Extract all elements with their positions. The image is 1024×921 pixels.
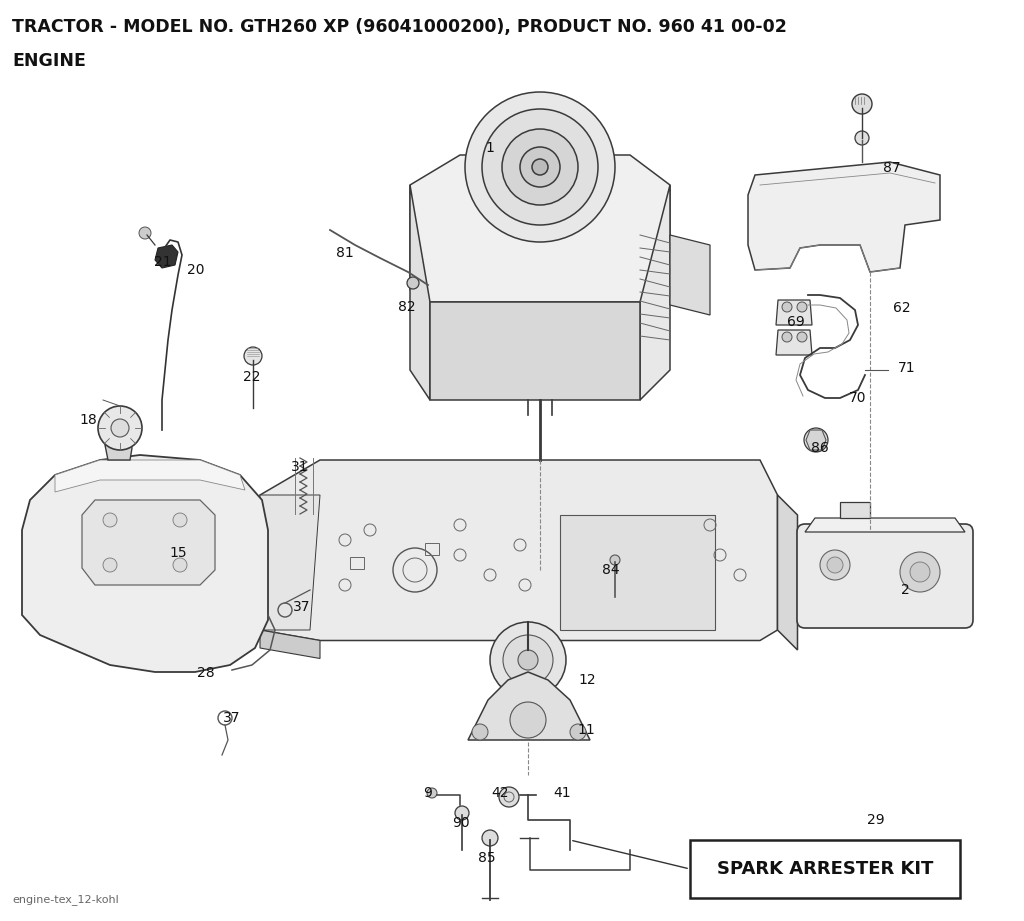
Text: ENGINE: ENGINE (12, 52, 86, 70)
Polygon shape (260, 460, 777, 640)
Circle shape (782, 332, 792, 342)
Circle shape (502, 129, 578, 205)
Circle shape (827, 557, 843, 573)
Polygon shape (640, 185, 670, 400)
Text: 86: 86 (811, 441, 828, 455)
Text: 37: 37 (223, 711, 241, 725)
Circle shape (427, 788, 437, 798)
Circle shape (490, 622, 566, 698)
Text: 9: 9 (424, 786, 432, 800)
Text: TRACTOR - MODEL NO. GTH260 XP (96041000200), PRODUCT NO. 960 41 00-02: TRACTOR - MODEL NO. GTH260 XP (960410002… (12, 18, 786, 36)
Text: engine-tex_12-kohl: engine-tex_12-kohl (12, 894, 119, 905)
Text: 18: 18 (79, 413, 97, 427)
Circle shape (900, 552, 940, 592)
Circle shape (482, 109, 598, 225)
Polygon shape (468, 672, 590, 740)
Circle shape (111, 419, 129, 437)
Circle shape (173, 558, 187, 572)
Text: 29: 29 (867, 813, 885, 827)
Text: 1: 1 (485, 141, 495, 155)
Polygon shape (806, 430, 826, 450)
Polygon shape (748, 162, 940, 272)
Polygon shape (430, 302, 640, 400)
Circle shape (910, 562, 930, 582)
Text: SPARK ARRESTER KIT: SPARK ARRESTER KIT (717, 860, 933, 878)
Bar (690, 840, 961, 898)
Polygon shape (670, 235, 710, 315)
Polygon shape (560, 515, 715, 630)
Circle shape (244, 347, 262, 365)
Circle shape (532, 159, 548, 175)
Polygon shape (777, 495, 798, 650)
Text: 82: 82 (398, 300, 416, 314)
Text: 85: 85 (478, 851, 496, 865)
Text: 42: 42 (492, 786, 509, 800)
Text: 31: 31 (291, 460, 309, 474)
Polygon shape (410, 155, 670, 302)
Circle shape (852, 94, 872, 114)
Circle shape (482, 830, 498, 846)
Text: 69: 69 (787, 315, 805, 329)
Text: 2: 2 (901, 583, 909, 597)
Circle shape (499, 787, 519, 807)
Circle shape (139, 227, 151, 239)
Circle shape (98, 406, 142, 450)
Circle shape (173, 513, 187, 527)
Text: 87: 87 (883, 161, 901, 175)
Circle shape (855, 131, 869, 145)
Circle shape (503, 635, 553, 685)
Text: 28: 28 (198, 666, 215, 680)
Circle shape (610, 555, 620, 565)
Circle shape (472, 724, 488, 740)
Circle shape (570, 724, 586, 740)
Circle shape (455, 806, 469, 820)
Polygon shape (260, 630, 319, 659)
Text: 20: 20 (187, 263, 205, 277)
Text: 15: 15 (169, 546, 186, 560)
Text: 70: 70 (849, 391, 866, 405)
Text: 84: 84 (602, 563, 620, 577)
Circle shape (465, 92, 615, 242)
Circle shape (520, 147, 560, 187)
Text: 62: 62 (893, 301, 910, 315)
Circle shape (510, 702, 546, 738)
Polygon shape (22, 455, 268, 672)
Polygon shape (805, 518, 965, 532)
Circle shape (782, 302, 792, 312)
Polygon shape (410, 185, 430, 400)
Text: 90: 90 (453, 816, 470, 830)
Text: 12: 12 (579, 673, 596, 687)
Circle shape (103, 513, 117, 527)
Text: 41: 41 (553, 786, 570, 800)
Circle shape (804, 428, 828, 452)
Circle shape (797, 332, 807, 342)
Polygon shape (776, 330, 812, 355)
Polygon shape (82, 500, 215, 585)
Polygon shape (55, 460, 245, 492)
Text: 71: 71 (898, 361, 915, 375)
Text: 11: 11 (578, 723, 595, 737)
Polygon shape (776, 300, 812, 325)
Text: 21: 21 (155, 255, 172, 269)
Circle shape (103, 558, 117, 572)
Circle shape (407, 277, 419, 289)
Polygon shape (105, 432, 132, 460)
FancyBboxPatch shape (797, 524, 973, 628)
Polygon shape (840, 502, 870, 518)
Circle shape (820, 550, 850, 580)
Text: 22: 22 (244, 370, 261, 384)
Text: 37: 37 (293, 600, 310, 614)
Circle shape (518, 650, 538, 670)
Polygon shape (155, 245, 178, 268)
Circle shape (797, 302, 807, 312)
Polygon shape (260, 495, 319, 630)
Text: 81: 81 (336, 246, 354, 260)
